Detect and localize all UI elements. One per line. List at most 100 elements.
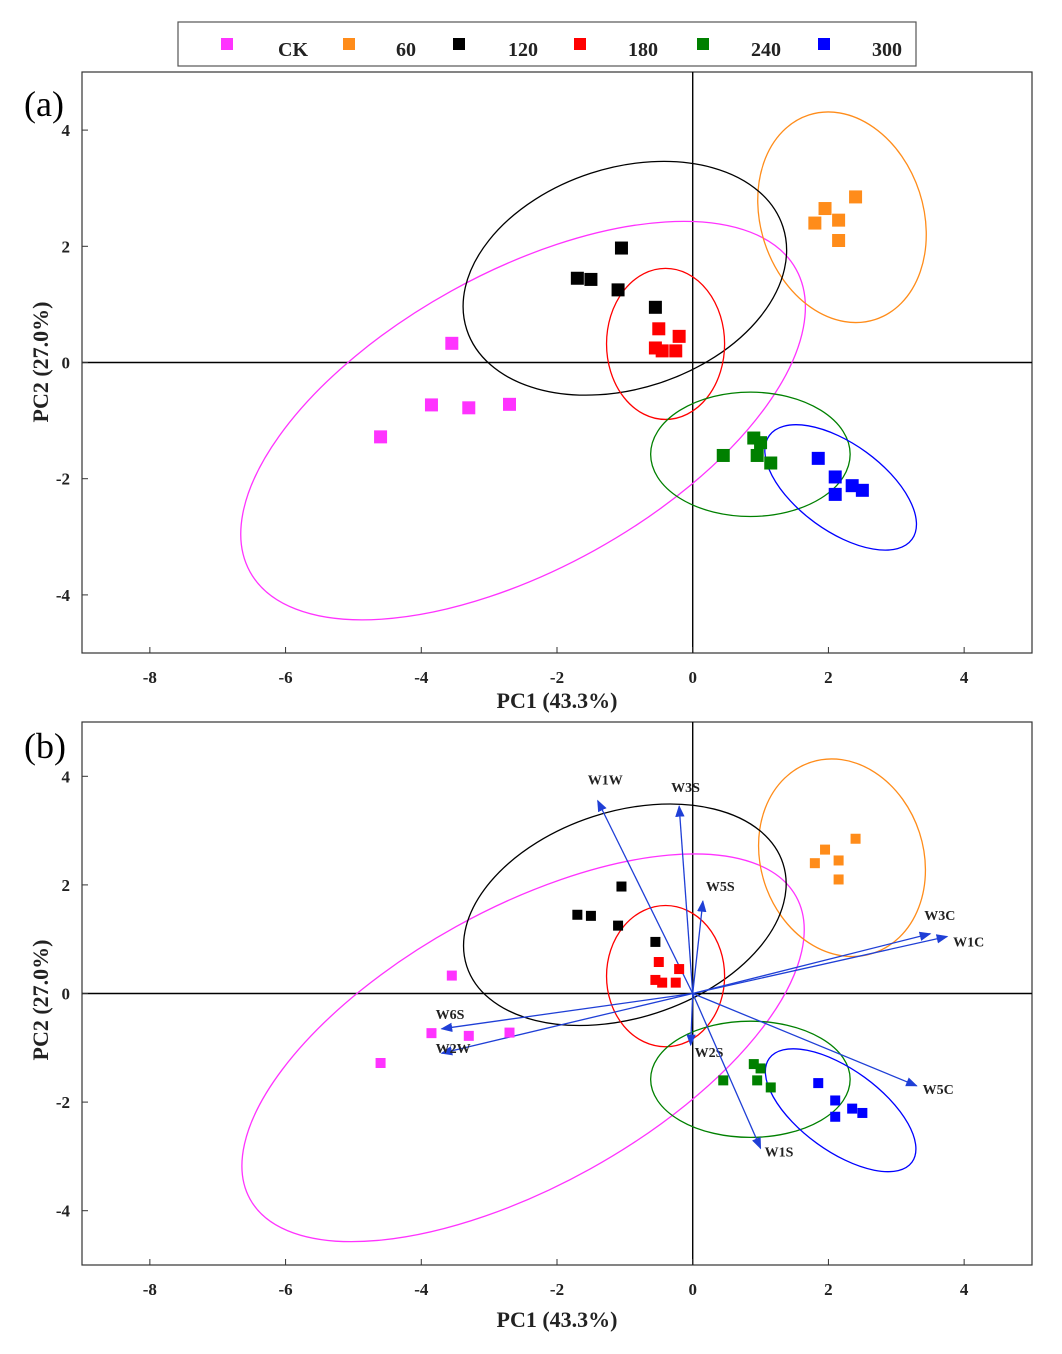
point-ck-b [426, 1028, 437, 1039]
point-300-a [855, 483, 869, 497]
y-axis-title-b: PC2 (27.0%) [28, 940, 53, 1061]
point-120-a [648, 300, 662, 314]
point-120-b [585, 910, 596, 921]
ellipse-ck-a [240, 220, 807, 621]
legend-label-240: 240 [751, 39, 781, 61]
x-tick-label-b: -2 [550, 1280, 564, 1299]
point-60-a [832, 233, 846, 247]
point-120-a [570, 271, 584, 285]
point-60-a [832, 213, 846, 227]
loading-label-w5s: W5S [706, 880, 735, 895]
legend-swatch-180 [574, 38, 586, 50]
point-ck-a [445, 336, 459, 350]
point-60-b [833, 855, 844, 866]
point-180-b [674, 964, 685, 975]
point-60-a [818, 202, 832, 216]
ellipse-ck-b [241, 853, 805, 1243]
loading-label-w5c: W5C [923, 1083, 954, 1098]
y-tick-label-b: 0 [62, 985, 71, 1004]
point-60-a [849, 190, 863, 204]
point-60-b [833, 874, 844, 885]
legend-label-60: 60 [396, 39, 416, 61]
legend-entry-180: 180 [574, 38, 658, 61]
legend-entry-ck: CK [221, 38, 308, 61]
point-ck-b [446, 970, 457, 981]
point-180-a [672, 329, 686, 343]
point-240-a [764, 456, 778, 470]
point-60-b [820, 844, 831, 855]
x-tick-label-b: 4 [960, 1280, 969, 1299]
loading-arrow-w5c [692, 992, 918, 1087]
y-tick-label-b: 4 [62, 767, 71, 786]
legend-swatch-120 [453, 38, 465, 50]
ellipse-240-b [649, 1020, 851, 1139]
point-240-b [752, 1075, 763, 1086]
ellipse-300-b [764, 1048, 917, 1173]
point-120-b [616, 881, 627, 892]
point-120-b [572, 909, 583, 920]
point-60-b [809, 858, 820, 869]
plot-content-b: -8 -6 -4 -2 0 2 4 -4 -2 0 2 4 W1W W3S W5S W3C W1C W6S W2W W… [56, 722, 1032, 1299]
point-60-b [850, 833, 861, 844]
x-tick-label-a: -6 [278, 668, 292, 687]
x-tick-label-b: -8 [143, 1280, 157, 1299]
point-300-b [847, 1103, 858, 1114]
x-tick-label-b: 0 [688, 1280, 697, 1299]
legend-entry-120: 120 [453, 38, 538, 61]
point-240-a [754, 436, 768, 450]
x-tick-label-a: 4 [960, 668, 969, 687]
x-tick-label-a: -2 [550, 668, 564, 687]
loading-label-w1w: W1W [588, 774, 623, 789]
point-ck-b [375, 1058, 386, 1069]
loading-arrow-w2s [686, 993, 696, 1047]
legend-swatch-60 [343, 38, 355, 50]
panel-label-a: (a) [24, 84, 64, 124]
y-tick-label-b: -4 [56, 1202, 71, 1221]
x-tick-label-a: -8 [143, 668, 157, 687]
y-tick-label-a: -2 [56, 470, 70, 489]
point-120-a [611, 283, 625, 297]
loading-label-w3s: W3S [671, 781, 700, 796]
point-300-b [857, 1107, 868, 1118]
point-300-a [828, 487, 842, 501]
panel-a: (a) -8 -6 -4 -2 0 2 4 -4 -2 0 2 4 PC1 (43.3%) PC2 (… [24, 71, 1033, 713]
point-180-a [652, 322, 666, 336]
loading-label-w3c: W3C [924, 909, 955, 924]
x-tick-label-b: -4 [414, 1280, 429, 1299]
legend-swatch-240 [697, 38, 709, 50]
point-300-a [811, 451, 825, 465]
loading-label-w2s: W2S [695, 1046, 724, 1061]
loading-arrow-w1s [692, 993, 762, 1150]
loading-label-w6s: W6S [436, 1008, 465, 1023]
x-tick-label-a: -4 [414, 668, 429, 687]
legend-entry-240: 240 [697, 38, 781, 61]
point-120-a [584, 272, 598, 286]
point-300-b [813, 1078, 824, 1089]
point-120-b [613, 920, 624, 931]
y-tick-label-a: -4 [56, 586, 71, 605]
x-tick-label-b: -6 [278, 1280, 292, 1299]
point-120-b [650, 936, 661, 947]
point-180-b [670, 977, 681, 988]
ellipse-120-a [462, 160, 788, 396]
plot-content-a: -8 -6 -4 -2 0 2 4 -4 -2 0 2 4 [56, 72, 1032, 687]
y-tick-label-b: 2 [62, 876, 71, 895]
y-tick-label-b: -2 [56, 1093, 70, 1112]
y-tick-label-a: 2 [62, 237, 71, 256]
point-180-a [669, 344, 683, 358]
loading-arrow-w3s [675, 804, 694, 994]
ellipse-180-b [605, 904, 726, 1048]
point-240-b [755, 1063, 766, 1074]
point-240-b [718, 1075, 729, 1086]
ellipse-120-b [462, 803, 787, 1027]
point-ck-b [504, 1027, 515, 1038]
loading-label-w1s: W1S [765, 1145, 794, 1160]
point-ck-a [503, 397, 516, 411]
point-300-b [830, 1095, 841, 1106]
legend-frame [177, 21, 917, 67]
point-240-b [765, 1082, 776, 1093]
loading-arrow-w2w [440, 992, 693, 1056]
legend-label-300: 300 [872, 39, 902, 61]
y-tick-label-a: 4 [62, 121, 71, 140]
